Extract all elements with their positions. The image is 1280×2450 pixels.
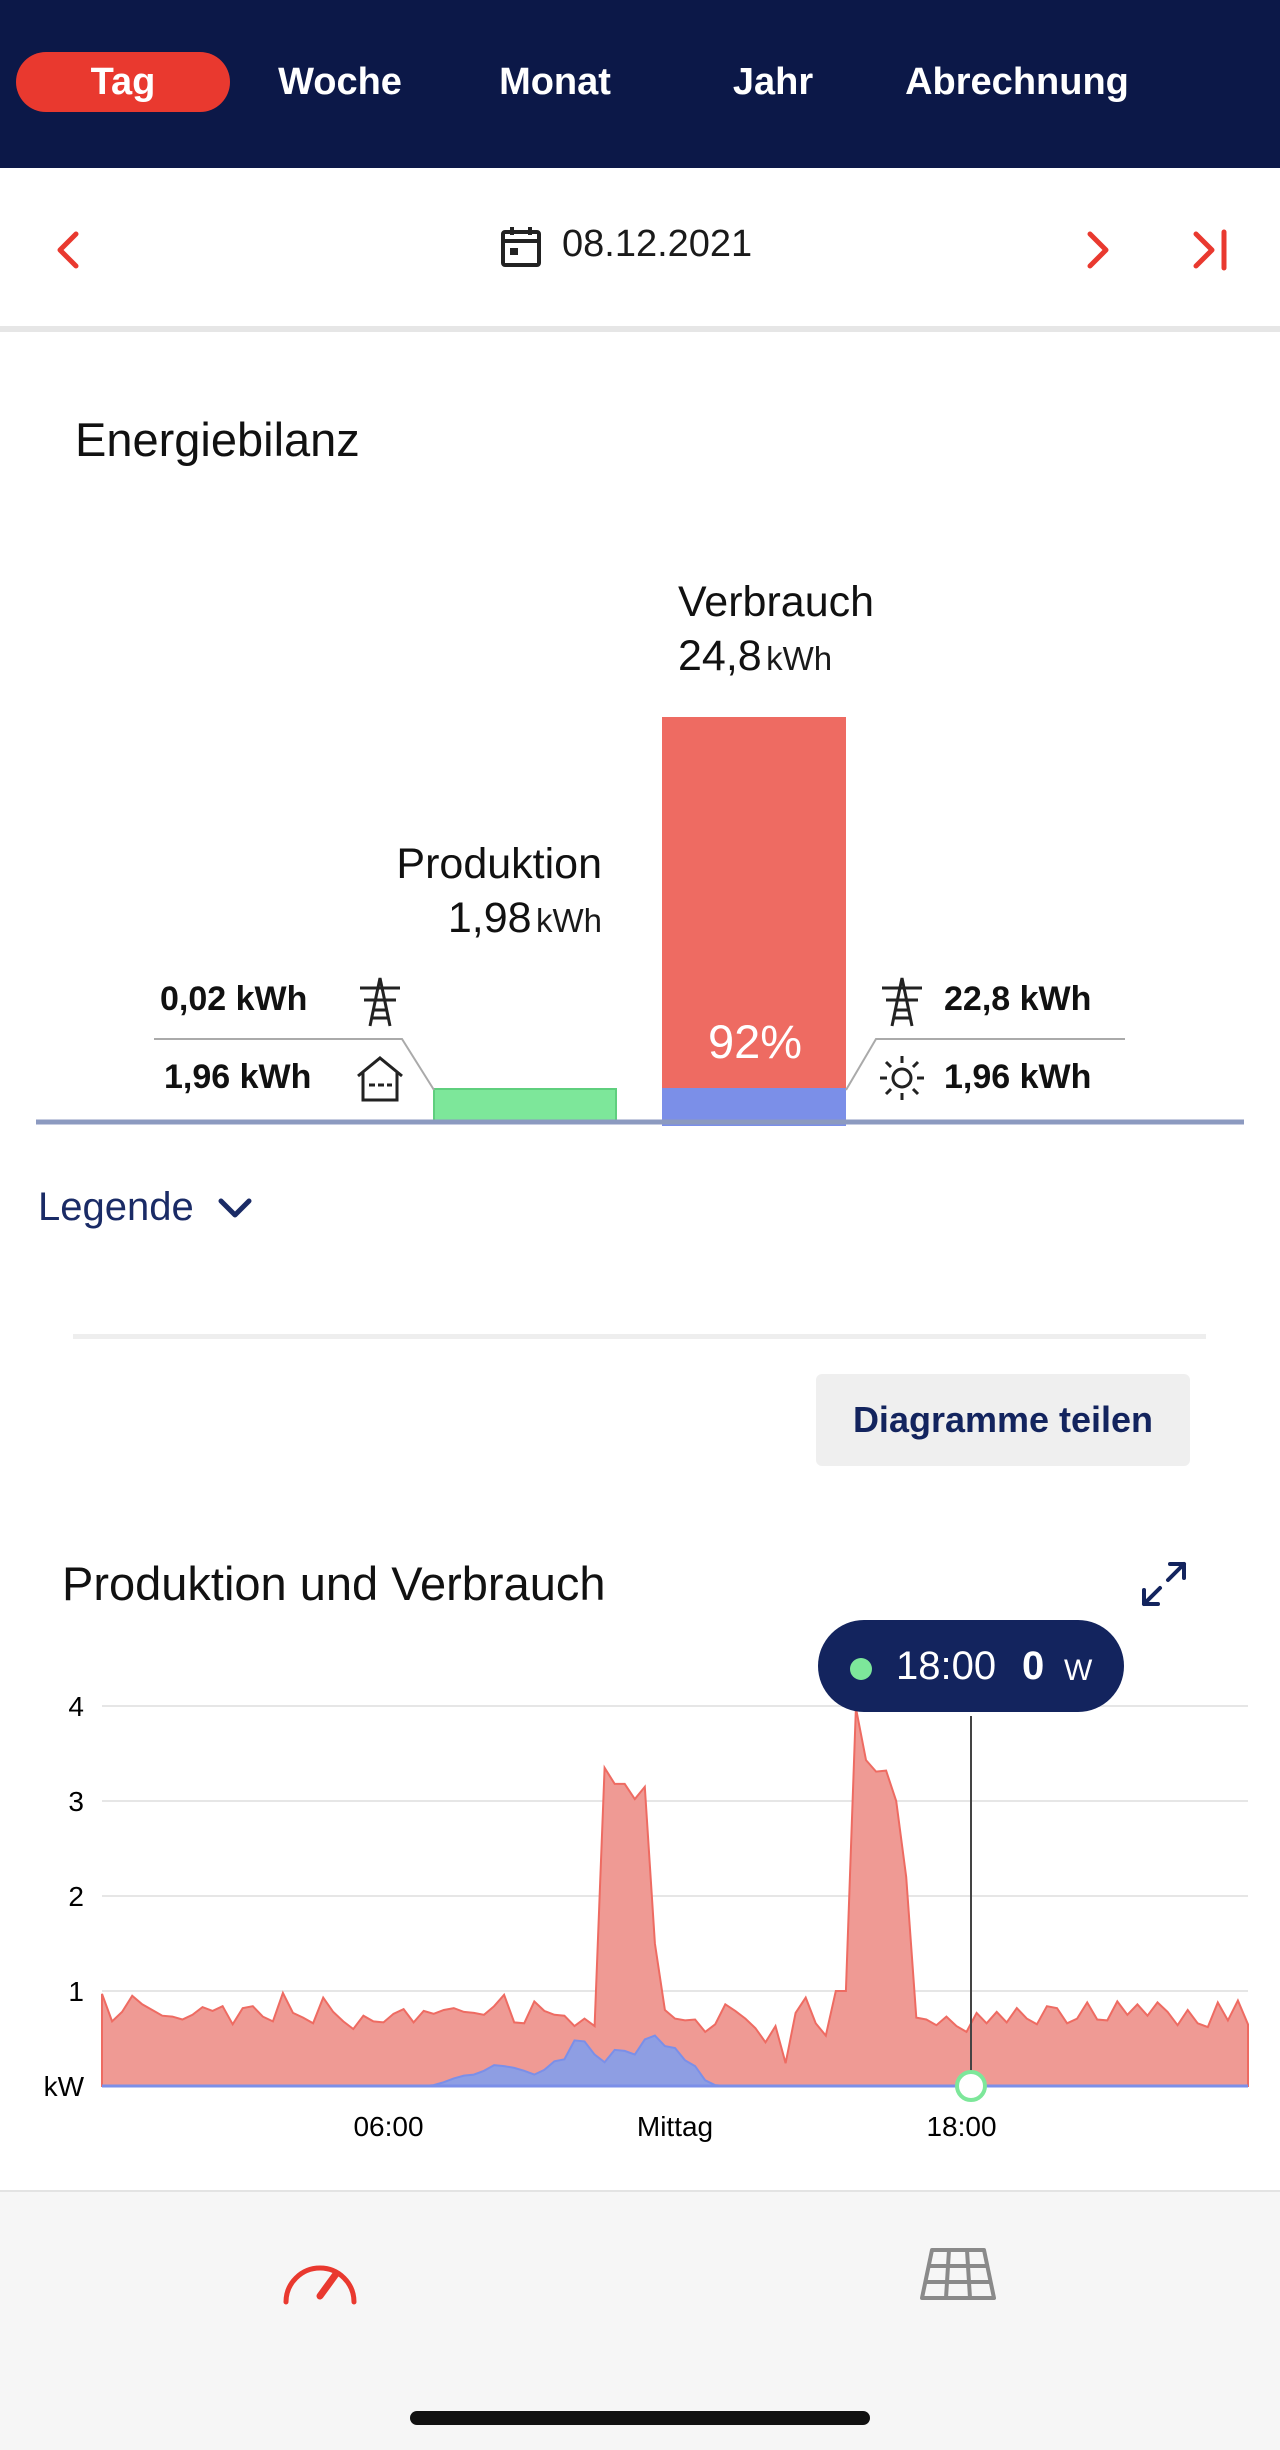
consumption-amount: 24,8 [678,632,762,680]
consumption-area [101,1707,1249,2087]
consumption-solar-value: 1,96 kWh [944,1058,1092,1096]
house-icon [354,1052,406,1109]
power-pylon-icon [354,974,406,1033]
autarky-percentage: 92% [707,1015,803,1068]
next-day-button[interactable] [1080,226,1116,274]
expand-icon[interactable] [1140,1560,1188,1613]
cursor-point[interactable] [955,2070,987,2102]
energy-balance-bars [36,717,1244,1126]
consumption-unit: kWh [766,640,833,677]
calendar-icon[interactable] [498,224,544,275]
legend-toggle[interactable]: Legende [38,1185,255,1230]
tooltip-unit: W [1064,1654,1093,1687]
y-axis-unit: kW [44,2071,85,2102]
dashboard-tab[interactable] [278,2244,362,2313]
selected-date[interactable]: 08.12.2021 [562,223,753,265]
production-self-use-value: 1,96 kWh [164,1058,312,1096]
consumption-value: 24,8 kWh [678,632,832,681]
tab-jahr[interactable]: Jahr [732,61,814,103]
chevron-left-icon [57,231,79,269]
consumption-label: Verbrauch [678,578,875,626]
production-label: Produktion [396,840,602,888]
production-value: 1,98 kWh [448,894,602,943]
section-divider [73,1334,1206,1339]
production-split-connector [154,1038,435,1091]
legend-label: Legende [38,1185,194,1229]
production-consumption-chart[interactable]: 1 2 3 4 kW 06:00 Mittag 18:00 [0,1640,1280,2160]
production-bar [433,1088,617,1122]
production-amount: 1,98 [447,894,532,942]
share-charts-button[interactable]: Diagramme teilen [816,1374,1190,1466]
x-tick-label: 06:00 [353,2111,423,2142]
chart-title: Produktion und Verbrauch [62,1557,606,1610]
consumption-bar [662,717,846,1126]
chevron-down-icon [218,1198,252,1218]
speedometer-icon [283,2265,357,2305]
period-tab-bar: Tag Woche Monat Jahr Abrechnung [0,0,1280,168]
y-tick-label: 1 [68,1976,84,2007]
y-tick-label: 4 [68,1691,84,1722]
energy-balance-title: Energiebilanz [75,413,360,466]
tooltip-value: 0 [1022,1644,1045,1688]
previous-day-button[interactable] [50,226,86,274]
consumption-grid-value: 22,8 kWh [944,980,1092,1018]
home-indicator [410,2411,870,2425]
y-tick-label: 2 [68,1881,84,1912]
solar-panel-icon [920,2248,996,2300]
tab-woche[interactable]: Woche [278,61,402,103]
tooltip-dot [850,1658,872,1680]
skip-to-end-icon [1193,229,1227,271]
system-tab[interactable] [918,2246,998,2309]
bottom-navigation-bar [0,2190,1280,2450]
tab-tag[interactable]: Tag [16,52,230,112]
jump-to-today-button[interactable] [1188,226,1236,274]
chevron-right-icon [1087,231,1109,269]
tab-monat[interactable]: Monat [499,61,611,103]
production-grid-feed-value: 0,02 kWh [160,980,308,1018]
date-navigation-bar [0,168,1280,332]
x-tick-label: 18:00 [926,2111,996,2142]
sun-icon [876,1052,928,1109]
power-pylon-icon [876,974,928,1033]
tooltip-time: 18:00 [896,1644,997,1688]
consumption-split-connector [845,1038,1125,1091]
production-unit: kWh [536,902,602,939]
y-tick-label: 3 [68,1786,84,1817]
chart-tooltip: 18:00 0 W [818,1620,1124,1712]
tab-abrechnung[interactable]: Abrechnung [905,61,1129,103]
x-tick-label: Mittag [637,2111,713,2142]
